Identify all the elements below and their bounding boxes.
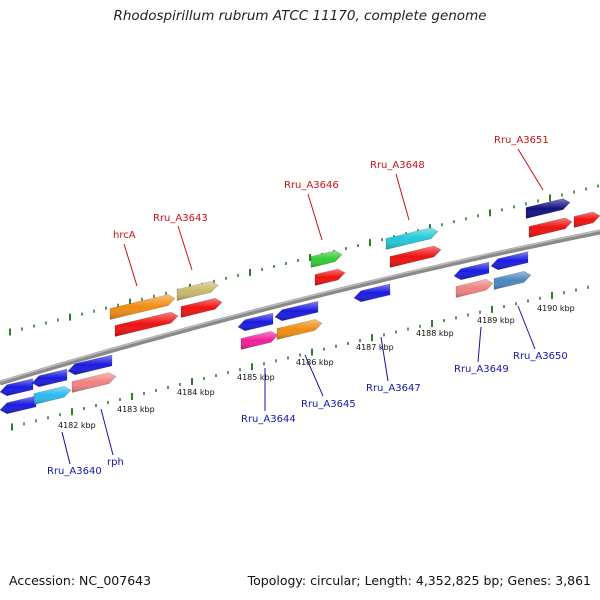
gene-label-rru-a3640[interactable]: Rru_A3640 [47,466,102,477]
kbp-label-4190: 4190 kbp [537,304,575,313]
backbone-line [0,229,600,386]
kbp-label-4182: 4182 kbp [58,421,96,430]
gene-label-rph[interactable]: rph [107,457,124,468]
leader-line [395,173,410,221]
gene-label-rru-a3644[interactable]: Rru_A3644 [241,414,296,425]
gene-features [0,198,600,415]
leader-line [61,431,71,465]
bottom-tick-track [11,285,589,431]
leader-line [304,354,324,397]
leader-line [100,408,114,456]
leader-line [177,225,193,271]
gene-label-rru-a3648[interactable]: Rru_A3648 [370,160,425,171]
gene-label-rru-a3651[interactable]: Rru_A3651 [494,135,549,146]
gene-bot-blue-1-shading [0,378,33,396]
backbone-highlight [0,229,600,383]
gene-top-red-3-shading [315,269,345,286]
gene-top-red-6-shading [574,211,600,228]
gene-top-green-shading [311,250,342,268]
gene-label-rru-a3645[interactable]: Rru_A3645 [301,399,356,410]
gene-top-red-2-shading [181,298,222,318]
kbp-label-4187: 4187 kbp [356,343,394,352]
kbp-label-4188: 4188 kbp [416,329,454,338]
kbp-label-4185: 4185 kbp [237,373,275,382]
gene-bot-blue-6-shading [275,301,318,321]
leader-line [307,193,323,241]
gene-label-rru-a3647[interactable]: Rru_A3647 [366,383,421,394]
genome-backbone [0,229,600,386]
leader-line [123,243,138,287]
kbp-label-4184: 4184 kbp [177,388,215,397]
gene-top-khaki-shading [177,281,218,301]
gene-bot-blue-3-shading [68,354,112,375]
gene-bot-blue-7-shading [354,283,390,302]
gene-label-rru-a3650[interactable]: Rru_A3650 [513,351,568,362]
leader-line [380,336,389,382]
gene-bot-lightblue-shading [34,386,71,405]
gene-top-red-1-shading [115,312,178,337]
gene-label-rru-a3646[interactable]: Rru_A3646 [284,180,339,191]
topology-text: Topology: circular; Length: 4,352,825 bp… [247,573,591,588]
kbp-label-4189: 4189 kbp [477,316,515,325]
leader-line [517,305,536,350]
gene-bot-salmon-2-shading [456,279,493,298]
kbp-label-4183: 4183 kbp [117,405,155,414]
gene-bot-steel-shading [494,271,531,290]
leader-line [517,148,544,191]
gene-label-hrcA[interactable]: hrcA [113,230,136,241]
gene-bot-blue-8-shading [454,262,489,280]
gene-top-orange-1-shading [110,294,175,320]
label-leader-lines [61,148,544,465]
gene-bot-salmon-1-shading [72,372,116,393]
gene-top-cyan-shading [386,227,438,250]
gene-bot-blue-4-shading [0,395,36,414]
gene-bot-blue-5-shading [238,313,273,331]
gene-label-rru-a3649[interactable]: Rru_A3649 [454,364,509,375]
gene-bot-orange-2-shading [277,319,322,340]
gene-bot-blue-2-shading [32,369,67,387]
gene-top-red-5-shading [529,217,572,238]
map-title: Rhodospirillum rubrum ATCC 11170, comple… [113,8,487,24]
gene-top-navy-shading [526,198,570,219]
accession-text: Accession: NC_007643 [9,573,152,588]
kbp-label-4186: 4186 kbp [296,358,334,367]
gene-bot-magenta-shading [241,331,278,350]
gene-label-rru-a3643[interactable]: Rru_A3643 [153,213,208,224]
leader-line [477,326,482,363]
gene-top-red-4-shading [390,245,441,268]
gene-bot-blue-9-shading [491,251,528,270]
